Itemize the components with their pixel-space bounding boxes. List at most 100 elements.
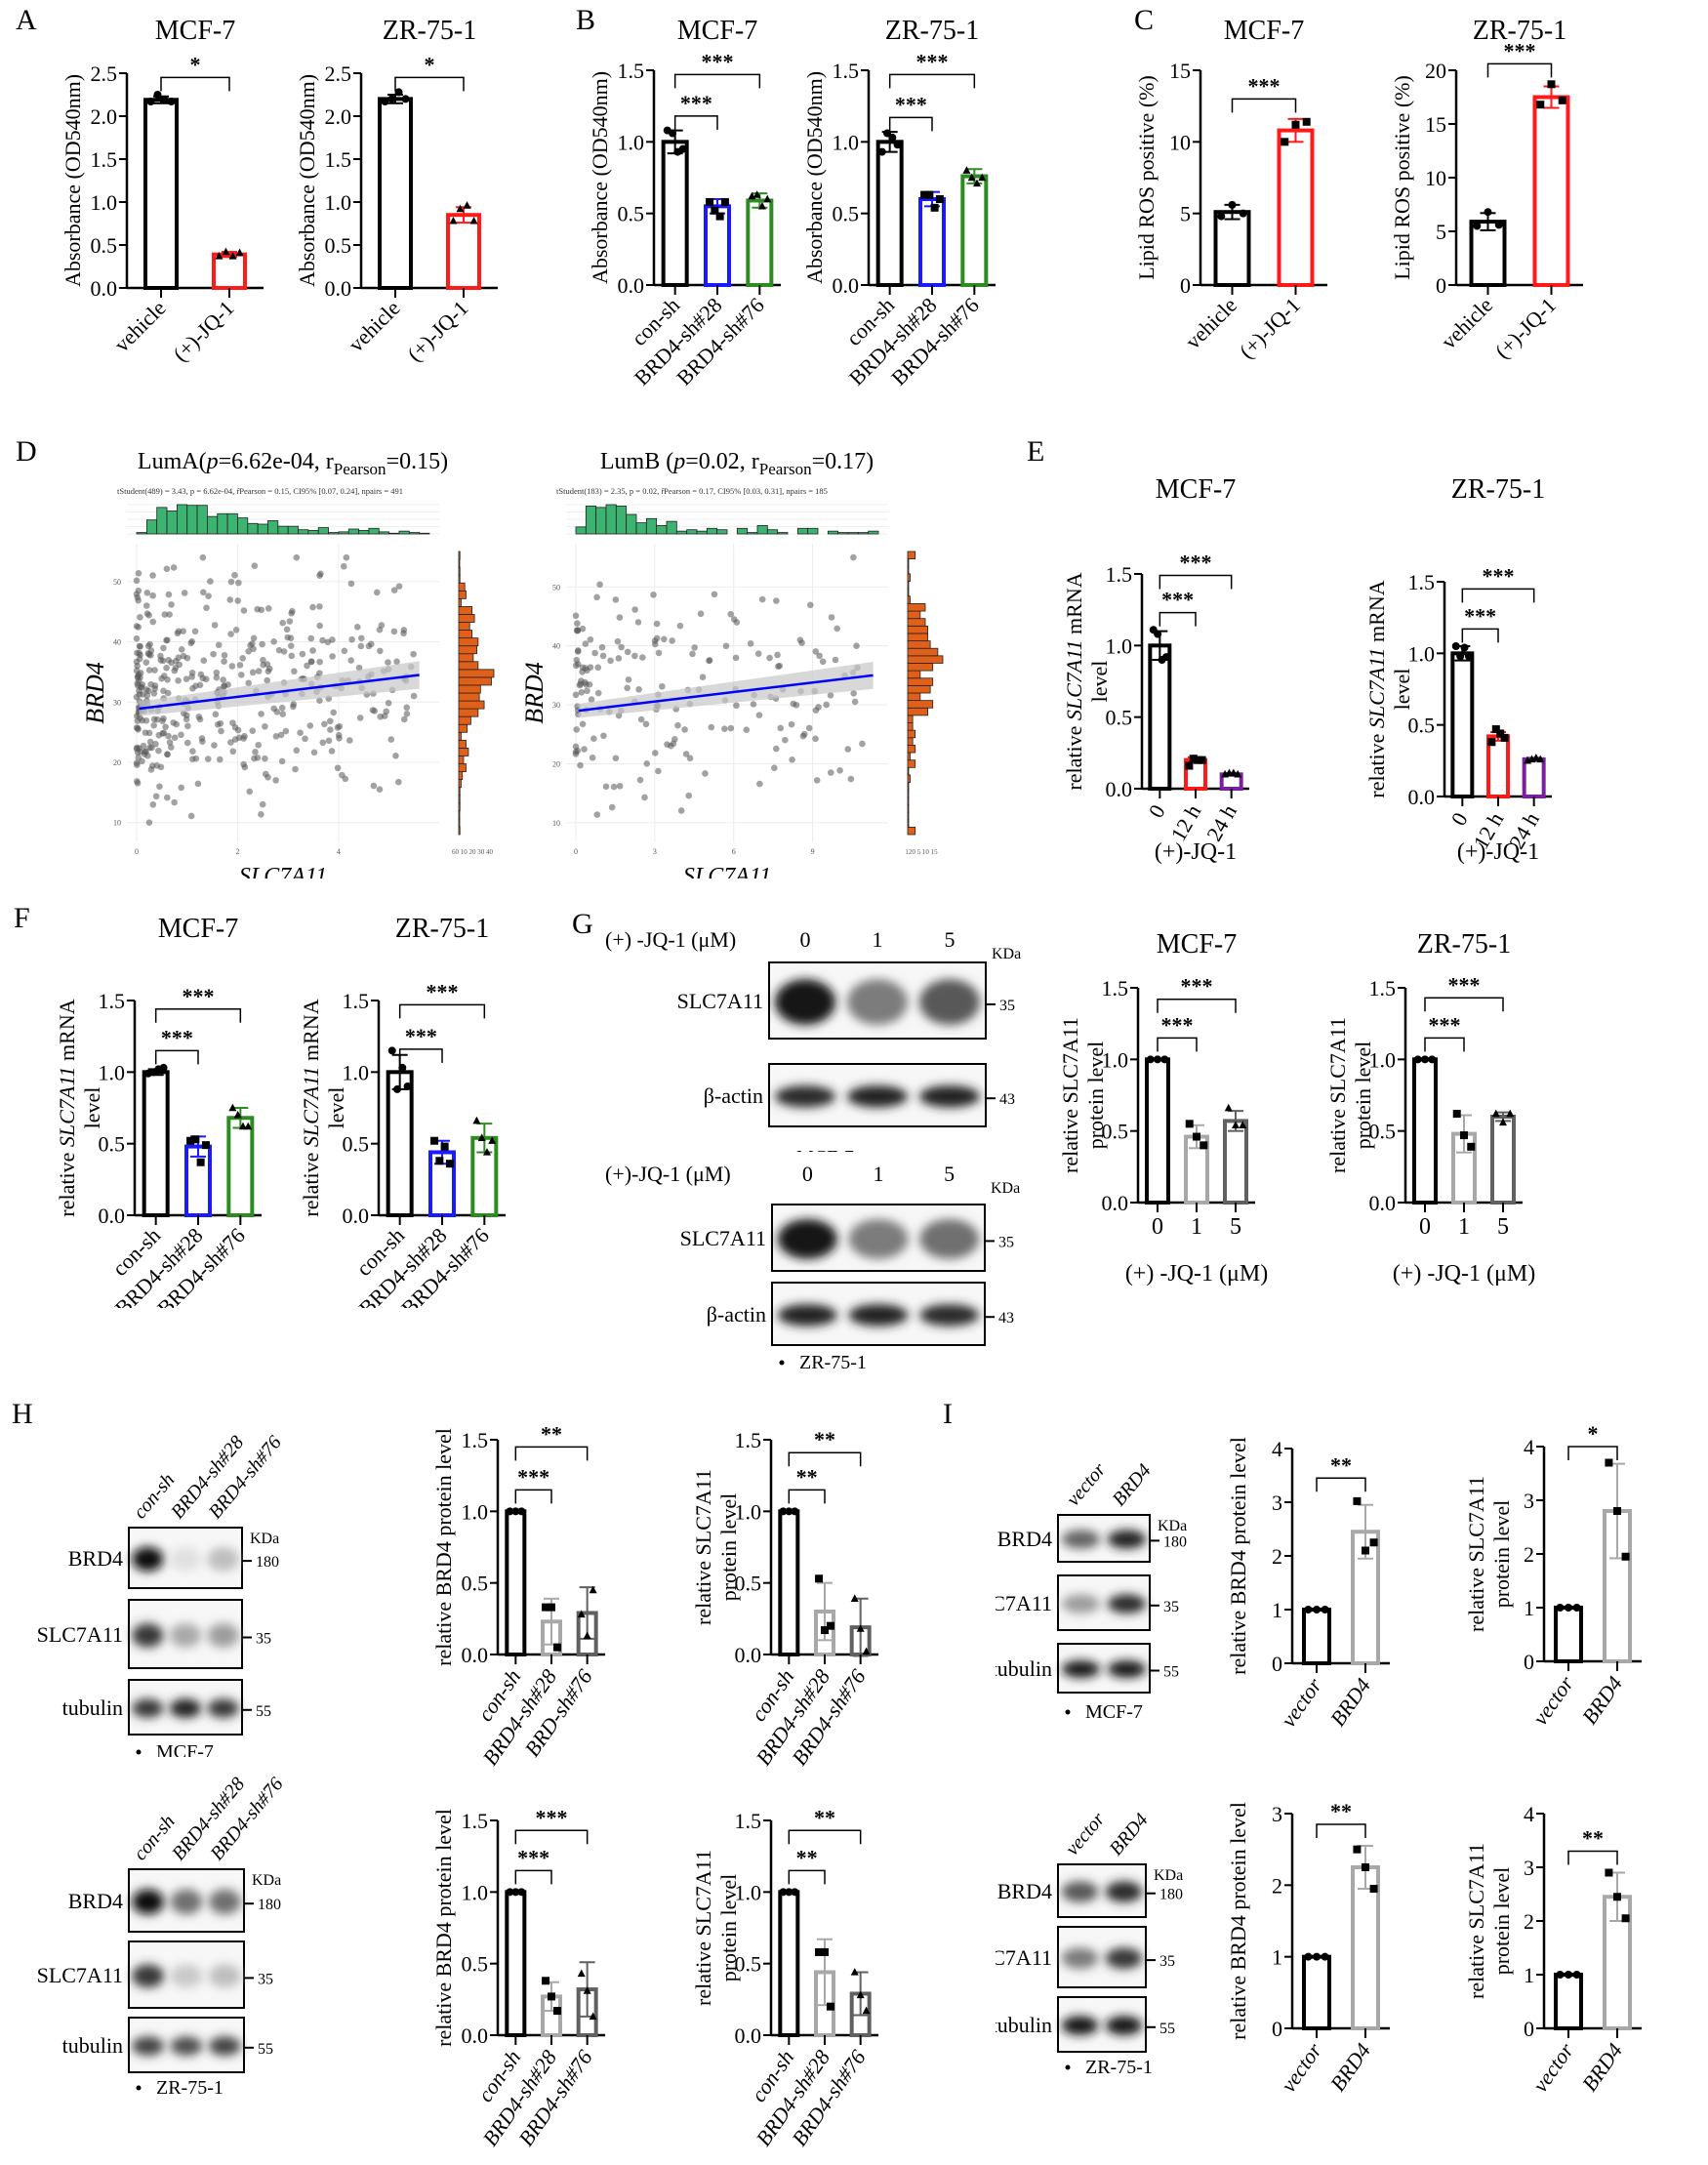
chart-f-mcf7: MCF-7 0.0 0.5 1.0 1.5 relative SLC7A11 mRNA le… [39,898,283,1321]
chart-b-zr751: ZR-75-1 0.0 0.5 1.0 1.5 Absorbance (OD540nm) c… [800,0,1035,410]
kda-label: KDa [250,1531,279,1547]
y-axis-label: Absorbance (OD540nm) [295,74,319,287]
y-tick-label: 0.5 [343,1132,370,1157]
significance-label: *** [1483,563,1515,588]
bar [505,1890,527,2038]
y-axis-label: BRD4 [81,662,109,724]
svg-text:30: 30 [113,698,121,707]
blot-h-zr751: con-sh BRD4-sh#28 BRD4-sh#76 KDa BRD4 180 SLC7… [20,1767,400,2128]
svg-text:Absorbance (OD540nm): Absorbance (OD540nm) [802,71,827,284]
bar [142,1070,170,1217]
y-axis-label: relative SLC7A11 protein level [1464,1843,1514,1999]
y-axis-label: Absorbance (OD540nm) [588,71,612,284]
svg-text:50: 50 [552,583,560,592]
kda-marker: 55 [1163,1664,1179,1681]
x-tick-label: vehicle [1180,293,1241,354]
y-tick-label: 0.5 [1408,714,1436,738]
svg-text:relative BRD4 protein level: relative BRD4 protein level [431,1809,456,2047]
y-tick-label: 1.5 [1102,976,1129,1001]
y-tick-label: 10 [1425,166,1446,190]
chart-h-zr751-brd4: 0.0 0.5 1.0 1.5 relative BRD4 protein level c… [410,1786,664,2157]
svg-text:Absorbance (OD540nm): Absorbance (OD540nm) [295,74,319,287]
bar [446,213,481,290]
significance-label: ** [541,1421,562,1446]
panel-letter-g: G [572,908,593,940]
y-tick-label: 0.0 [343,1204,370,1228]
y-tick-label: 1.0 [1408,641,1436,666]
y-tick-label: 0 [1180,273,1191,298]
significance-label: *** [161,1025,193,1049]
svg-text:30: 30 [552,701,560,710]
svg-text:6: 6 [732,847,736,856]
blot-g-zr751: (+)-JQ-1 (μM) 0 1 5 KDa SLC7A11 35 β-actin 43 ZR-… [605,1162,1035,1376]
kda-marker: 55 [256,1703,271,1720]
blot-row-label: β-actin [707,1302,766,1327]
cell-line-label: MCF-7 [796,1147,854,1152]
panel-letter-d: D [16,435,37,468]
blot-row-label: SLC7A11 [37,1963,123,1987]
x-axis-label: SLC7A11 [239,864,327,878]
kda-marker: 180 [1163,1533,1187,1550]
y-axis-label: relative SLC7A11 protein level [1464,1476,1514,1632]
significance-label: *** [427,979,459,1003]
significance-label: *** [517,1464,549,1489]
x-tick-label: 1 [1458,1214,1470,1240]
blot-h-mcf7: con-sh BRD4-sh#28 BRD4-sh#76 KDa BRD4 180 SLC7… [20,1406,400,1763]
kda-label: KDa [1158,1518,1187,1534]
bar [1554,1606,1583,1663]
x-tick-label: (+)-JQ-1 [402,296,472,366]
regression-line [139,674,420,711]
bar [386,1070,414,1217]
y-tick-label: 0.5 [1106,706,1133,730]
chart-i-zr751-brd4: 0 1 2 3 relative BRD4 protein level vector BRD… [1210,1796,1454,2147]
significance-label: *** [405,1024,437,1048]
svg-text:protein level: protein level [1083,1042,1108,1150]
x-tick-label: (+)-JQ-1 [168,296,238,366]
svg-text:relative SLC7A11: relative SLC7A11 [1464,1476,1488,1632]
blot-row-label: BRD4 [68,1889,123,1913]
x-tick-label: 12 h [1165,800,1205,845]
chart-a-mcf7: MCF-7 0.0 0.5 1.0 1.5 2.0 2.5 Absorbance (OD540… [59,0,293,410]
x-group-label: (+)-JQ-1 [1155,839,1237,865]
svg-text:40: 40 [113,638,121,647]
lane-label: BRD4 [1105,1810,1152,1860]
y-tick-label: 0.0 [1106,777,1133,801]
x-tick-label: (+)-JQ-1 [1235,293,1305,363]
scatter-lumb: LumB (p=0.02, rPearson=0.17) tStudent(183… [517,439,956,889]
y-tick-label: 1.0 [1106,633,1133,658]
y-axis-label: Absorbance (OD540nm) [61,74,85,287]
x-tick-label: 24 h [1201,800,1241,845]
blot-i-zr751: vectorBRD4KDaBRD4180SLC7A1135tubulin55ZR… [966,1796,1220,2118]
y-tick-label: 1.0 [91,190,118,215]
blot-row-label: SLC7A11 [996,1945,1052,1970]
lane-label: vector [1062,1459,1110,1511]
lane-label: 1 [873,927,883,952]
svg-text:4: 4 [337,847,341,856]
bar [505,1509,527,1657]
chart-title: MCF-7 [1224,16,1304,46]
y-tick-label: 3 [1272,1491,1282,1515]
blot-header: (+) -JQ-1 (μM) [605,927,736,952]
svg-text:0: 0 [135,847,139,856]
y-tick-label: 0.0 [462,1643,489,1667]
bar [918,197,946,287]
x-group-label: (+) -JQ-1 (μM) [1393,1261,1535,1287]
y-axis-label: relative SLC7A11 protein level [1325,1017,1375,1173]
y-tick-label: 1.0 [325,190,352,215]
y-tick-label: 0 [1272,2017,1282,2041]
svg-text:20: 20 [113,758,121,767]
bar [1554,1973,1583,2030]
chart-title: ZR-75-1 [1451,474,1545,505]
y-axis-label: relative SLC7A11 protein level [691,1469,741,1625]
chart-e-zr751: ZR-75-1 0.0 0.5 1.0 1.5 relative SLC7A11 mRNA… [1337,459,1620,869]
blot-row-label: SLC7A11 [677,989,763,1013]
svg-text:50: 50 [113,578,121,587]
svg-text:relative SLC7A11: relative SLC7A11 [1464,1843,1488,1999]
significance-label: *** [517,1845,549,1869]
bar [778,1890,800,2038]
y-tick-label: 1.5 [735,1428,762,1452]
kda-marker: 35 [998,1234,1014,1250]
svg-text:relative SLC7A11 mRNA: relative SLC7A11 mRNA [55,999,79,1216]
chart-title: MCF-7 [1156,474,1236,505]
